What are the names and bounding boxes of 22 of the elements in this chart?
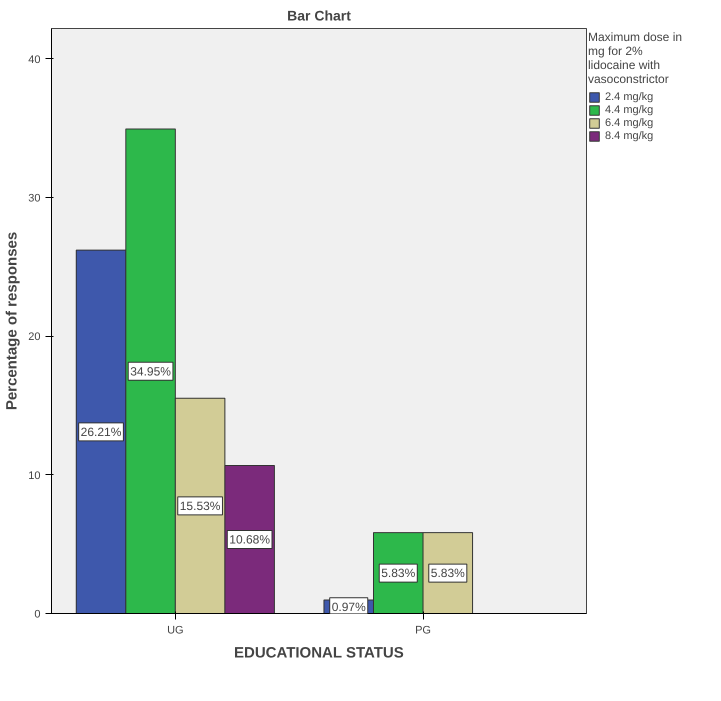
- y-tick-label: 30: [28, 192, 41, 205]
- legend-label: 4.4 mg/kg: [605, 104, 654, 116]
- data-label: 15.53%: [180, 498, 221, 513]
- y-tick-label: 0: [34, 608, 41, 620]
- legend-title: Maximum dose in mg for 2% lidocaine with vasoconstrictor: [588, 30, 682, 86]
- y-axis-title: Percentage of responses: [3, 232, 20, 410]
- data-label: 34.95%: [130, 364, 172, 378]
- y-tick-label: 10: [28, 470, 41, 482]
- data-label: 5.83%: [381, 566, 416, 580]
- legend-label: 2.4 mg/kg: [605, 91, 654, 103]
- data-label: 5.83%: [430, 566, 466, 580]
- y-tick-label: 40: [28, 54, 41, 66]
- x-tick-label: UG: [167, 624, 184, 636]
- y-tick-label: 20: [28, 331, 41, 344]
- data-label: 26.21%: [80, 424, 122, 439]
- chart-title: Bar Chart: [287, 8, 352, 24]
- legend-label: 6.4 mg/kg: [605, 117, 654, 129]
- legend-label: 8.4 mg/kg: [605, 130, 654, 142]
- x-axis-title: EDUCATIONAL STATUS: [234, 644, 404, 662]
- data-label: 0.97%: [332, 600, 366, 614]
- x-tick-label: PG: [415, 624, 431, 636]
- data-label: 10.68%: [229, 532, 270, 546]
